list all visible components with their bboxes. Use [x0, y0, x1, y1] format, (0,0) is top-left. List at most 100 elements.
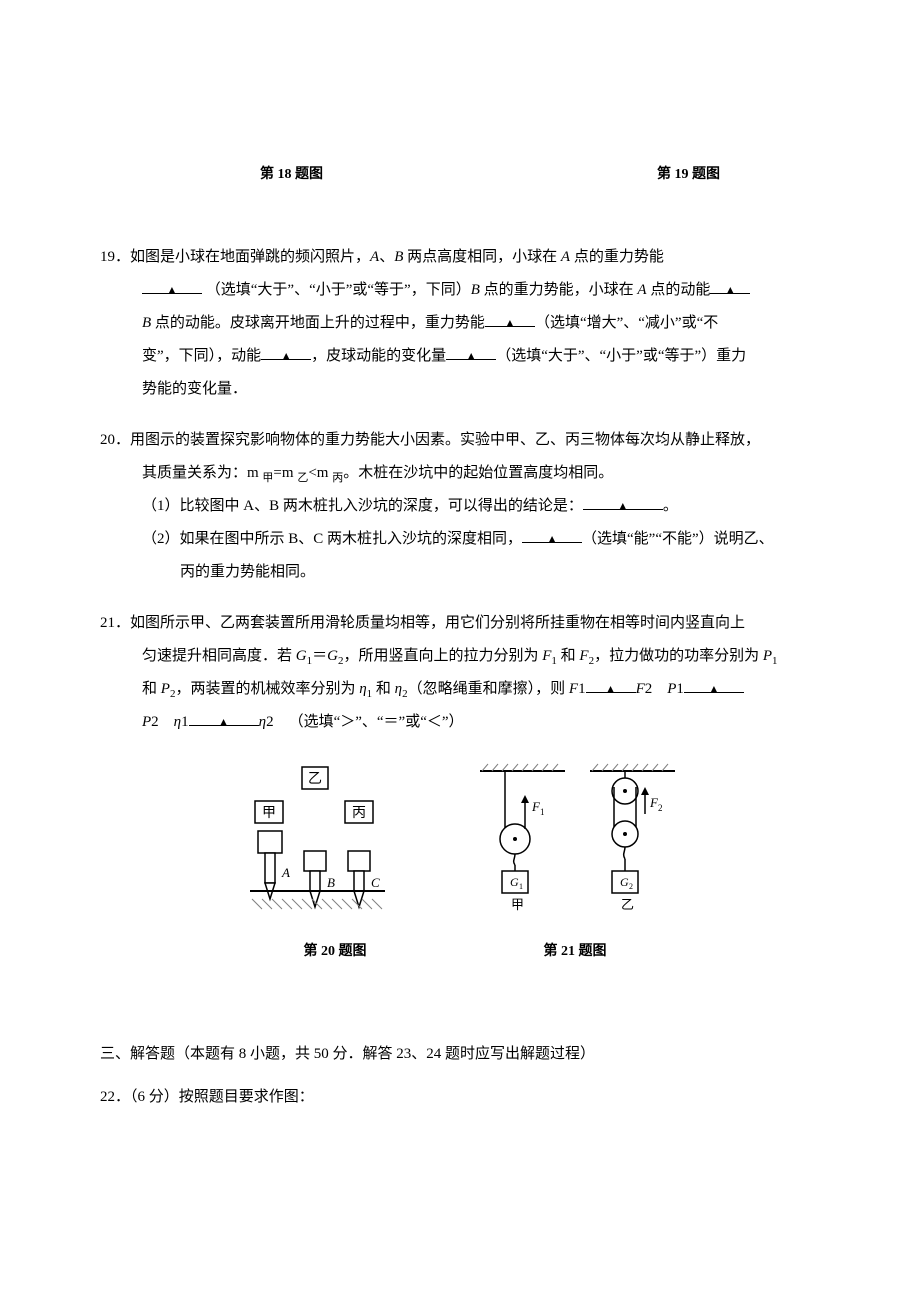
q19-text-4b: ，皮球动能的变化量: [311, 348, 446, 364]
q20-sub2a: （2）如果在图中所示 B、C 两木桩扎入沙坑的深度相同，: [142, 531, 522, 547]
section-3-header: 三、解答题（本题有 8 小题，共 50 分．解答 23、24 题时应写出解题过程…: [100, 1038, 820, 1071]
q21-text-2b: ＝: [312, 648, 327, 664]
q19-text-2b: 点的重力势能，小球在: [480, 282, 638, 298]
q21-text-2a: 匀速提升相同高度．若: [142, 648, 296, 664]
q21-text-4b: （选填“＞”、“＝”或“＜”）: [289, 714, 464, 730]
figure-20-block: 乙 甲 丙 A B C: [240, 759, 430, 968]
question-21: 21．如图所示甲、乙两套装置所用滑轮质量均相等，用它们分别将所挂重物在相等时间内…: [100, 607, 820, 739]
q21-F1bs: 1: [578, 681, 586, 697]
q21-blank-2: [684, 678, 744, 693]
q20-text-2b: =m: [273, 465, 297, 481]
q19-text-2c: 点的动能: [647, 282, 711, 298]
q21-text-1: 如图所示甲、乙两套装置所用滑轮质量均相等，用它们分别将所挂重物在相等时间内竖直向…: [130, 615, 745, 631]
q19-text-1d: 点的重力势能: [570, 249, 664, 265]
q21-F2bs: 2: [645, 681, 653, 697]
q20-blank-2: [522, 528, 582, 543]
question-20: 20．用图示的装置探究影响物体的重力势能大小因素。实验中甲、乙、丙三物体每次均从…: [100, 424, 820, 589]
fig20-A: A: [281, 865, 290, 880]
q19-text-1a: 如图是小球在地面弹跳的频闪照片，: [130, 249, 370, 265]
q20-sub1-end: 。: [663, 498, 678, 514]
q21-text-3c: 和: [372, 681, 395, 697]
q21-F2b: F: [636, 681, 645, 697]
q19-A3: A: [637, 282, 646, 298]
fig20-C: C: [371, 875, 380, 890]
fig21-G2s: 2: [629, 882, 633, 891]
q19-B2: B: [471, 282, 480, 298]
q19-blank-3: [485, 312, 535, 327]
q21-text-3d: （忽略绳重和摩擦），则: [408, 681, 569, 697]
q22-text: （6 分）按照题目要求作图：: [130, 1089, 314, 1105]
q19-text-4a: 变”，下同），动能: [142, 348, 261, 364]
q19-text-3c: （选填“增大”、“减小”或“不: [535, 315, 718, 331]
q20-sub-bing: 丙: [332, 472, 343, 484]
q21-F2: F: [579, 648, 588, 664]
question-19: 19．如图是小球在地面弹跳的频闪照片，A、B 两点高度相同，小球在 A 点的重力…: [100, 241, 820, 406]
q19-B3: B: [142, 315, 151, 331]
fig20-B: B: [327, 875, 335, 890]
fig21-jia: 甲: [511, 897, 524, 912]
figures-row: 乙 甲 丙 A B C: [100, 759, 820, 968]
figure-21-block: F 1 G 1 甲: [470, 759, 680, 968]
q21-P2b: P: [142, 714, 151, 730]
q21-eta2b: η: [259, 714, 266, 730]
fig21-F2s: 2: [658, 803, 663, 813]
q21-eta1b: η: [174, 714, 181, 730]
q20-text-2c: <m: [308, 465, 332, 481]
q19-text-3b: 点的动能。皮球离开地面上升的过程中，重力势能: [151, 315, 485, 331]
q21-eta2: η: [395, 681, 402, 697]
q22-number: 22．: [100, 1089, 130, 1105]
figure-21-svg: F 1 G 1 甲: [470, 759, 680, 929]
q20-text-1: 用图示的装置探究影响物体的重力势能大小因素。实验中甲、乙、丙三物体每次均从静止释…: [130, 432, 760, 448]
q19-text-4c: （选填“大于”、“小于”或“等于”）重力: [496, 348, 746, 364]
q21-F1b: F: [569, 681, 578, 697]
fig20-yi-label: 乙: [308, 771, 322, 787]
q21-G2: G: [327, 648, 338, 664]
q20-text-2d: 。木桩在沙坑中的起始位置高度均相同。: [343, 465, 613, 481]
fig21-caption: 第 21 题图: [544, 937, 607, 968]
fig18-label: 第 18 题图: [260, 160, 323, 191]
figure-20-svg: 乙 甲 丙 A B C: [240, 759, 430, 929]
q19-blank-4: [261, 345, 311, 360]
q19-A1: A: [370, 249, 379, 265]
fig20-caption: 第 20 题图: [304, 937, 367, 968]
q19-text-1c: 两点高度相同，小球在: [403, 249, 561, 265]
q20-blank-1: [583, 495, 663, 510]
q21-P1: P: [763, 648, 772, 664]
q20-sub2-line2: 丙的重力势能相同。: [100, 556, 820, 589]
q21-number: 21．: [100, 615, 130, 631]
top-figure-labels: 第 18 题图 第 19 题图: [100, 160, 820, 191]
q21-P1s: 1: [772, 655, 778, 667]
q20-sub-jia: 甲: [262, 472, 273, 484]
q19-number: 19．: [100, 249, 130, 265]
q21-P2: P: [161, 681, 170, 697]
q19-B1: B: [394, 249, 403, 265]
fig20-bing-label: 丙: [352, 806, 366, 821]
q20-text-2a: 其质量关系为：m: [142, 465, 262, 481]
q21-text-3b: ，两装置的机械效率分别为: [175, 681, 359, 697]
fig21-G2: G: [620, 875, 629, 889]
fig21-G1s: 1: [519, 882, 523, 891]
q21-text-2e: ，拉力做功的功率分别为: [594, 648, 763, 664]
q19-blank-1: [142, 279, 202, 294]
q21-eta1bs: 1: [181, 714, 189, 730]
q21-eta2bs: 2: [266, 714, 274, 730]
fig20-jia-label: 甲: [262, 806, 276, 821]
q21-blank-1: [586, 678, 636, 693]
q21-text-2c: ，所用竖直向上的拉力分别为: [343, 648, 542, 664]
q19-blank-2: [710, 279, 750, 294]
fig21-yi: 乙: [621, 897, 634, 912]
q21-text-3a: 和: [142, 681, 161, 697]
q19-text-2a: （选填“大于”、“小于”或“等于”，下同）: [206, 282, 471, 298]
q19-blank-5: [446, 345, 496, 360]
q21-P1bs: 1: [676, 681, 684, 697]
q19-A2: A: [561, 249, 570, 265]
q21-blank-3: [189, 711, 259, 726]
q21-G1: G: [296, 648, 307, 664]
fig21-G1: G: [510, 875, 519, 889]
question-22: 22．（6 分）按照题目要求作图：: [100, 1081, 820, 1114]
q20-number: 20．: [100, 432, 130, 448]
fig19-label: 第 19 题图: [657, 160, 720, 191]
q19-text-1b: 、: [379, 249, 394, 265]
q21-P2bs: 2: [151, 714, 159, 730]
q21-text-2d: 和: [557, 648, 580, 664]
